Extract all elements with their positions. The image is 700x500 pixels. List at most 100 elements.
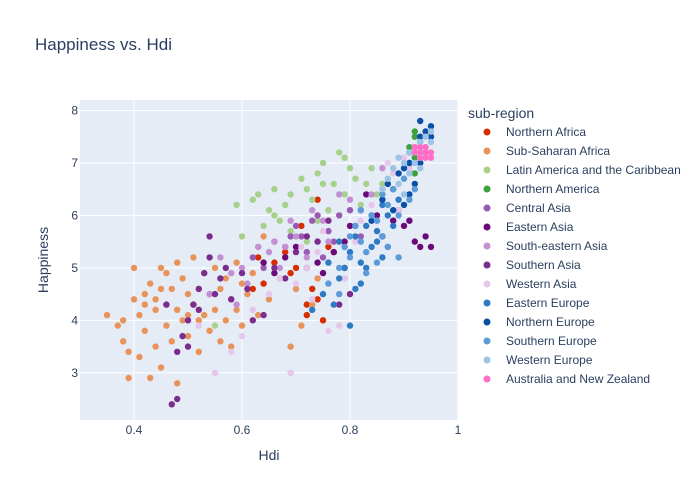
data-point[interactable] — [325, 217, 332, 224]
data-point[interactable] — [265, 207, 273, 214]
data-point[interactable] — [282, 201, 289, 209]
data-point[interactable] — [152, 343, 159, 350]
data-point[interactable] — [330, 180, 337, 188]
data-point[interactable] — [417, 133, 424, 140]
data-point[interactable] — [357, 238, 364, 245]
data-point[interactable] — [411, 144, 418, 151]
data-point[interactable] — [390, 222, 397, 230]
data-point[interactable] — [174, 395, 181, 403]
data-point[interactable] — [260, 222, 267, 230]
data-point[interactable] — [292, 233, 300, 240]
data-point[interactable] — [314, 296, 321, 303]
data-point[interactable] — [303, 301, 310, 308]
data-point[interactable] — [125, 374, 132, 382]
data-point[interactable] — [427, 243, 435, 251]
data-point[interactable] — [427, 133, 435, 140]
data-point[interactable] — [395, 154, 402, 161]
data-point[interactable] — [417, 138, 424, 146]
data-point[interactable] — [130, 296, 138, 303]
data-point[interactable] — [260, 259, 267, 266]
data-point[interactable] — [330, 248, 337, 256]
data-point[interactable] — [417, 144, 424, 151]
data-point[interactable] — [249, 269, 256, 277]
legend-item[interactable]: Southern Europe — [483, 334, 598, 348]
legend-item[interactable]: Northern America — [483, 182, 600, 196]
data-point[interactable] — [390, 186, 397, 193]
data-point[interactable] — [352, 175, 359, 182]
data-point[interactable] — [249, 196, 256, 203]
data-point[interactable] — [336, 322, 343, 329]
data-point[interactable] — [336, 238, 343, 245]
data-point[interactable] — [314, 248, 321, 256]
data-point[interactable] — [406, 159, 413, 167]
data-point[interactable] — [406, 165, 413, 172]
data-point[interactable] — [136, 353, 143, 361]
data-point[interactable] — [379, 233, 386, 240]
data-point[interactable] — [400, 175, 408, 182]
data-point[interactable] — [184, 317, 192, 324]
data-point[interactable] — [174, 306, 181, 313]
data-point[interactable] — [352, 285, 359, 293]
data-point[interactable] — [179, 275, 186, 282]
data-point[interactable] — [319, 180, 327, 188]
legend-item[interactable]: Latin America and the Caribbean — [483, 163, 681, 177]
data-point[interactable] — [384, 159, 391, 167]
data-point[interactable] — [373, 212, 381, 219]
data-point[interactable] — [195, 322, 202, 329]
data-point[interactable] — [368, 217, 375, 224]
data-point[interactable] — [292, 222, 300, 230]
data-point[interactable] — [422, 133, 429, 140]
data-point[interactable] — [168, 338, 175, 345]
data-point[interactable] — [411, 186, 418, 193]
data-point[interactable] — [255, 311, 262, 319]
data-point[interactable] — [427, 149, 435, 156]
data-point[interactable] — [244, 280, 251, 287]
data-point[interactable] — [346, 254, 354, 261]
data-point[interactable] — [190, 254, 197, 261]
data-point[interactable] — [422, 233, 429, 240]
legend-item[interactable]: Western Europe — [483, 353, 593, 367]
data-point[interactable] — [292, 280, 300, 287]
data-point[interactable] — [400, 165, 408, 172]
data-point[interactable] — [346, 222, 354, 230]
data-point[interactable] — [379, 196, 386, 203]
data-point[interactable] — [287, 233, 294, 240]
data-point[interactable] — [330, 238, 337, 245]
data-point[interactable] — [168, 401, 175, 408]
data-point[interactable] — [379, 180, 386, 188]
data-point[interactable] — [228, 343, 235, 350]
data-point[interactable] — [244, 285, 251, 293]
data-point[interactable] — [228, 348, 235, 355]
data-point[interactable] — [341, 154, 348, 161]
data-point[interactable] — [336, 290, 343, 298]
data-point[interactable] — [303, 264, 310, 272]
data-point[interactable] — [406, 170, 413, 177]
data-point[interactable] — [271, 238, 278, 245]
data-point[interactable] — [238, 264, 246, 272]
data-point[interactable] — [309, 207, 316, 214]
data-point[interactable] — [422, 154, 429, 161]
data-point[interactable] — [336, 212, 343, 219]
data-point[interactable] — [298, 243, 305, 251]
legend-item[interactable]: Australia and New Zealand — [483, 372, 651, 386]
data-point[interactable] — [309, 306, 316, 313]
data-point[interactable] — [120, 317, 127, 324]
data-point[interactable] — [163, 269, 170, 277]
data-point[interactable] — [228, 269, 235, 277]
data-point[interactable] — [325, 238, 332, 245]
data-point[interactable] — [211, 369, 219, 376]
data-point[interactable] — [201, 311, 208, 319]
data-point[interactable] — [395, 170, 402, 177]
data-point[interactable] — [427, 138, 435, 146]
data-point[interactable] — [303, 254, 310, 261]
data-point[interactable] — [319, 269, 327, 277]
data-point[interactable] — [363, 269, 370, 277]
data-point[interactable] — [309, 296, 316, 303]
data-point[interactable] — [287, 343, 294, 350]
data-point[interactable] — [217, 338, 224, 345]
data-point[interactable] — [395, 254, 402, 261]
data-point[interactable] — [390, 170, 397, 177]
data-point[interactable] — [179, 332, 186, 340]
data-point[interactable] — [222, 275, 229, 282]
data-point[interactable] — [238, 280, 246, 287]
